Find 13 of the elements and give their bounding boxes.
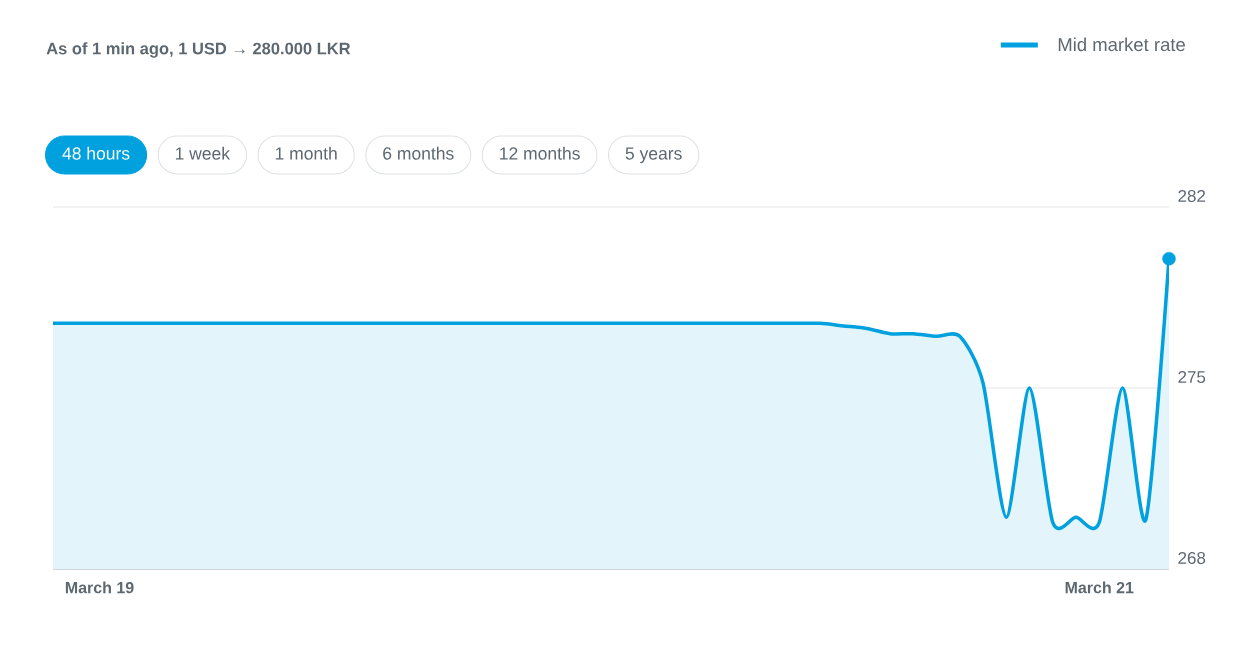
text: 48 hours <box>62 146 130 160</box>
text: 6 months <box>383 146 454 160</box>
legend-label: Mid market rate <box>1058 37 1185 52</box>
text: 1 week <box>175 146 231 160</box>
y-tick-label: 282 <box>1178 189 1206 203</box>
chart-title: As of 1 min ago, 1 USD → 280.000 LKR <box>46 42 351 58</box>
text: 1 month <box>275 146 337 160</box>
text: 12 months <box>500 146 580 160</box>
text: 5 years <box>625 147 682 164</box>
x-tick-label: March 21 <box>1065 581 1134 594</box>
x-tick-label: March 19 <box>65 581 134 594</box>
y-tick-label: 275 <box>1178 370 1206 384</box>
y-tick-label: 268 <box>1178 551 1206 565</box>
